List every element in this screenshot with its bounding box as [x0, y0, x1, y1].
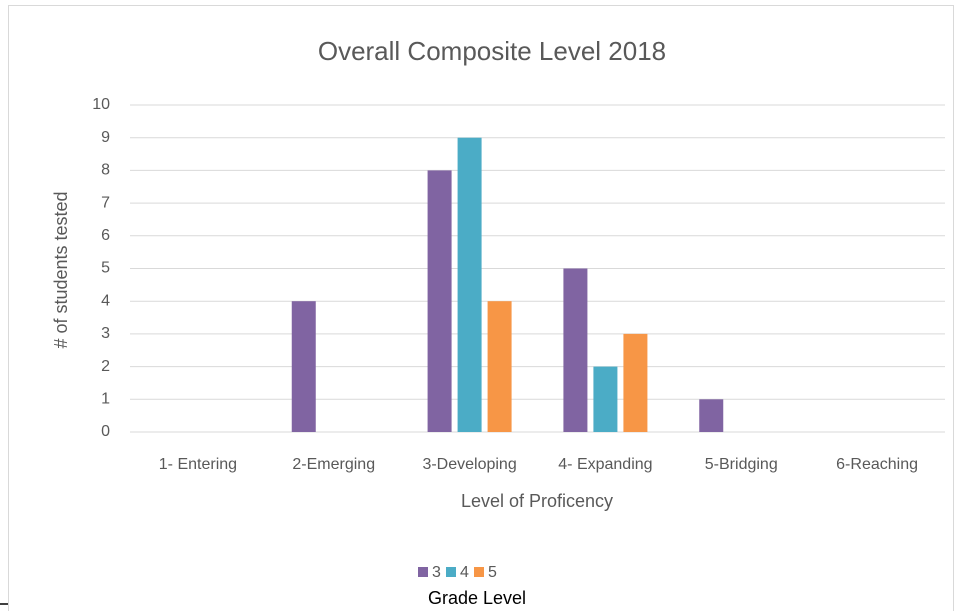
legend-label: 3 [432, 564, 441, 581]
y-tick-label: 2 [101, 358, 110, 375]
x-axis-title: Level of Proficency [461, 491, 613, 511]
y-tick-label: 6 [101, 227, 110, 244]
y-tick-label: 5 [101, 260, 110, 277]
bar [427, 170, 452, 432]
legend-title: Grade Level [428, 588, 526, 608]
legend-swatch [418, 567, 428, 577]
bar [457, 137, 482, 432]
y-tick-label: 9 [101, 129, 110, 146]
bar [291, 301, 316, 432]
y-tick-label: 4 [101, 292, 110, 309]
legend-swatch [474, 567, 484, 577]
x-tick-label: 3-Developing [422, 456, 516, 473]
y-tick-label: 8 [101, 162, 110, 179]
y-axis-title: # of students tested [51, 191, 71, 348]
x-tick-label: 1- Entering [159, 456, 237, 473]
legend-label: 5 [488, 564, 497, 581]
bar [623, 333, 648, 432]
y-tick-label: 1 [101, 391, 110, 408]
bar [487, 301, 512, 432]
x-tick-label: 4- Expanding [558, 456, 652, 473]
bar [563, 268, 588, 432]
x-tick-label: 6-Reaching [836, 456, 918, 473]
y-tick-label: 10 [92, 96, 110, 113]
legend-swatch [446, 567, 456, 577]
y-tick-label: 0 [101, 423, 110, 440]
bar [699, 399, 724, 432]
chart-title: Overall Composite Level 2018 [318, 36, 666, 66]
y-tick-label: 7 [101, 194, 110, 211]
y-tick-label: 3 [101, 325, 110, 342]
bar [593, 366, 618, 432]
x-tick-label: 5-Bridging [705, 456, 778, 473]
legend-label: 4 [460, 564, 469, 581]
x-tick-label: 2-Emerging [292, 456, 375, 473]
